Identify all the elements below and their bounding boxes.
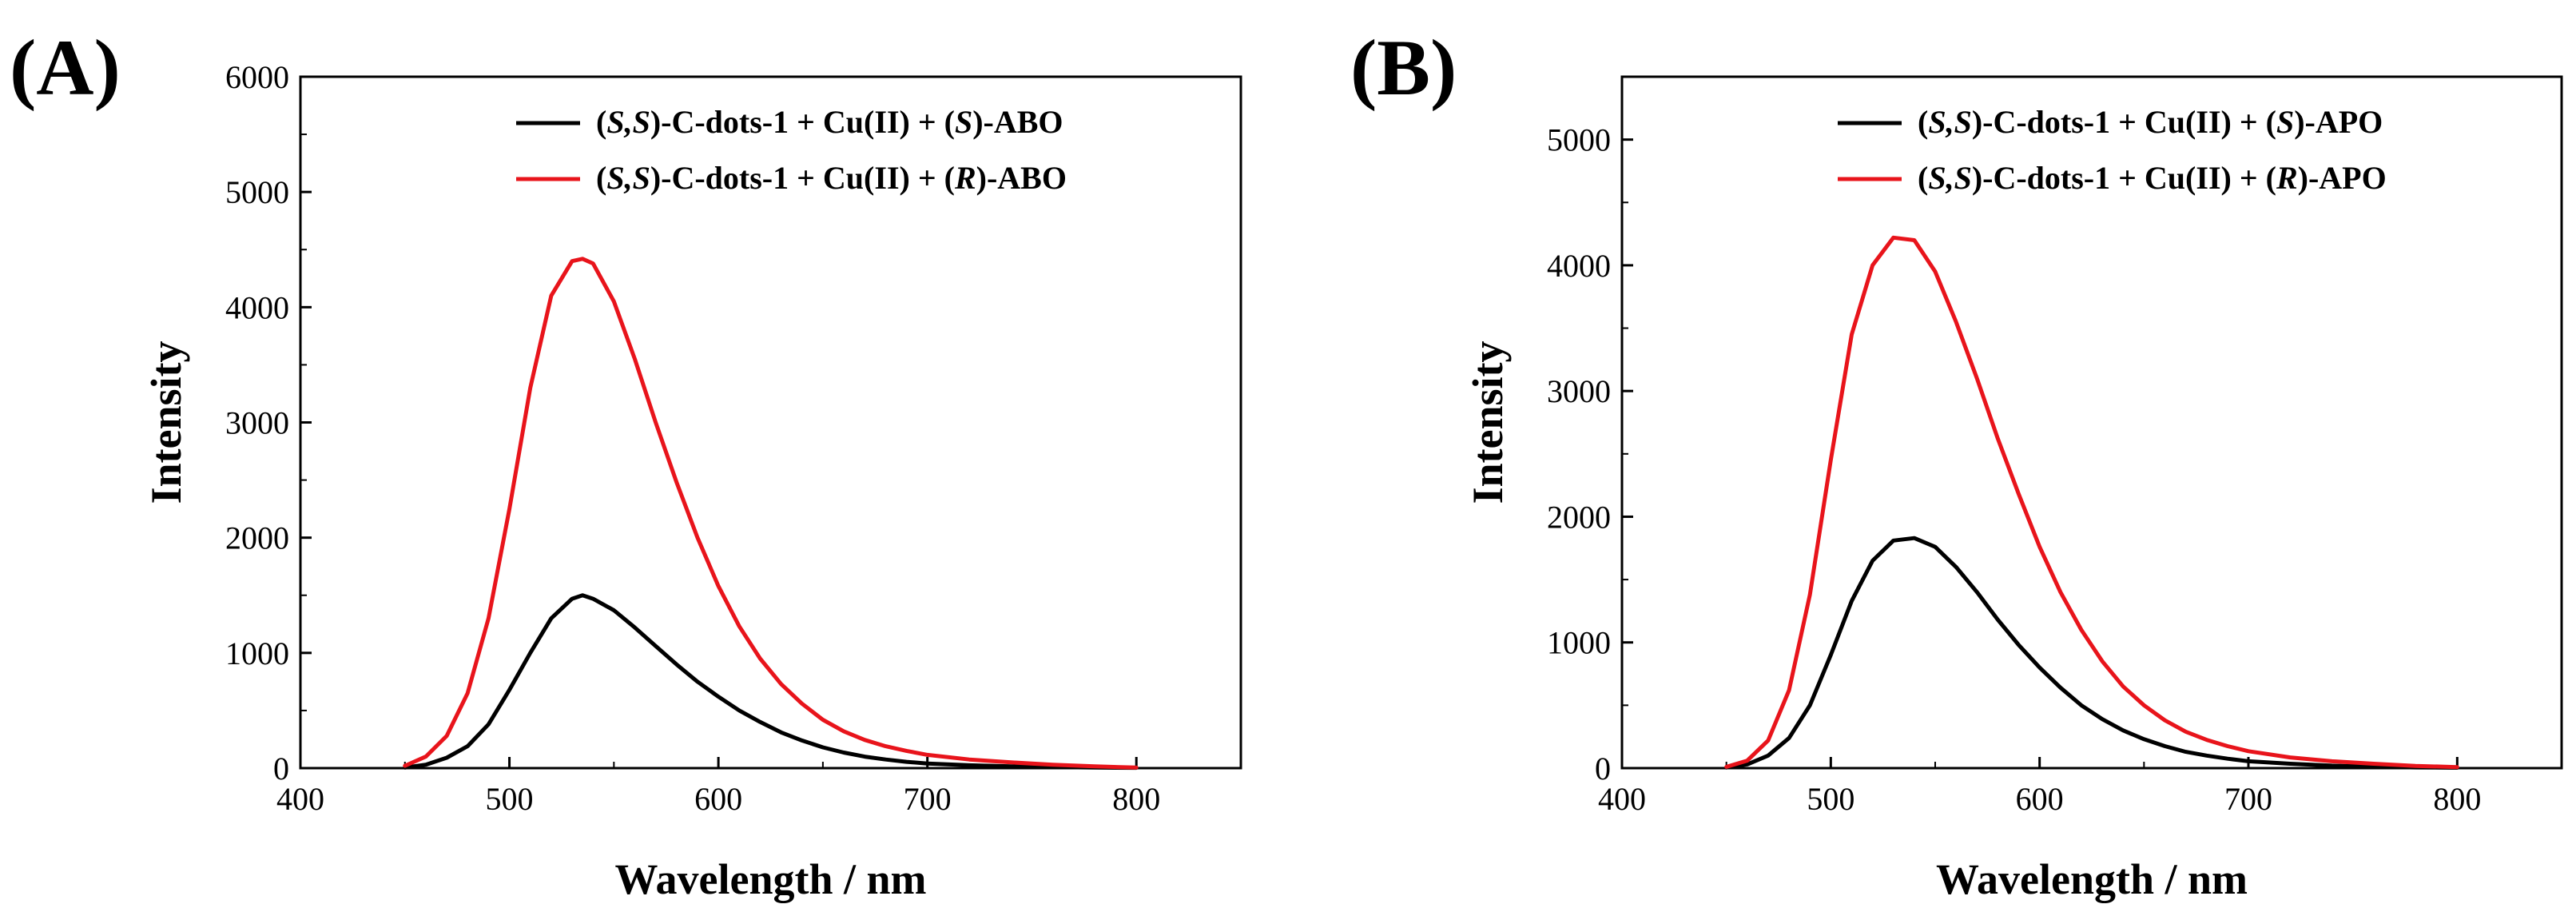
legend-text-part: )-C-dots-1 + Cu(II) + ( xyxy=(650,160,955,196)
legend-text-part: )-ABO xyxy=(976,160,1067,196)
panel-b: (B) 400 500 600 700 800 0 1000 2000 3000 4000 5000 W… xyxy=(1350,23,2563,903)
y-axis-title: Intensity xyxy=(142,341,190,504)
x-tick-label: 500 xyxy=(1807,781,1854,817)
y-tick-label: 4000 xyxy=(225,289,289,325)
x-tick-label: 800 xyxy=(1112,781,1160,817)
panel-a: (A) 400 500 600 700 800 0 1000 2000 3000 4000 5000 6… xyxy=(10,23,1242,903)
legend-text-part: S,S xyxy=(1928,160,1972,196)
y-tick-label: 1000 xyxy=(1547,625,1611,661)
y-tick-label: 5000 xyxy=(225,174,289,210)
panel-label: (A) xyxy=(10,23,121,112)
legend-text-part: )-APO xyxy=(2298,160,2387,196)
x-axis-title: Wavelength / nm xyxy=(1936,855,2248,903)
legend-text-part: )-C-dots-1 + Cu(II) + ( xyxy=(1972,160,2276,196)
legend-text-part: S xyxy=(955,104,972,140)
x-axis-title: Wavelength / nm xyxy=(614,855,926,903)
legend-text-part: )-C-dots-1 + Cu(II) + ( xyxy=(650,104,955,140)
y-tick-label: 0 xyxy=(273,751,289,787)
y-tick-label: 3000 xyxy=(225,405,289,441)
y-tick-label: 3000 xyxy=(1547,373,1611,409)
legend-text-part: S,S xyxy=(606,160,650,196)
x-tick-label: 700 xyxy=(2224,781,2272,817)
x-tick-label: 400 xyxy=(276,781,324,817)
legend-text-part: ( xyxy=(596,104,606,140)
x-tick-label: 700 xyxy=(904,781,952,817)
series-line-black xyxy=(1724,536,2459,770)
x-tick-label: 600 xyxy=(2016,781,2064,817)
plot-frame xyxy=(1620,75,2563,770)
y-tick-label: 4000 xyxy=(1547,248,1611,284)
series-line-red xyxy=(1724,235,2459,770)
legend-text-part: R xyxy=(954,160,976,196)
legend-text-part: ( xyxy=(1918,104,1928,140)
legend-entry: (S,S)-C-dots-1 + Cu(II) + (R)-APO xyxy=(1918,160,2387,196)
series-line-red xyxy=(403,257,1139,770)
x-tick-label: 600 xyxy=(694,781,742,817)
legend-text-part: ( xyxy=(1918,160,1928,196)
legend-text-part: ( xyxy=(596,160,606,196)
legend-text-part: S,S xyxy=(1928,104,1972,140)
legend-text-part: )-C-dots-1 + Cu(II) + ( xyxy=(1972,104,2276,140)
legend-text-part: R xyxy=(2276,160,2298,196)
legend-text-part: )-APO xyxy=(2294,104,2383,140)
series-line-black xyxy=(403,593,1139,771)
legend-entry: (S,S)-C-dots-1 + Cu(II) + (S)-APO xyxy=(1918,104,2383,140)
y-tick-label: 1000 xyxy=(225,635,289,671)
x-tick-label: 500 xyxy=(486,781,534,817)
y-tick-label: 5000 xyxy=(1547,122,1611,158)
x-tick-label: 800 xyxy=(2433,781,2481,817)
y-tick-label: 2000 xyxy=(1547,499,1611,535)
y-tick-label: 2000 xyxy=(225,520,289,556)
legend-text-part: S xyxy=(2276,104,2294,140)
y-tick-label: 6000 xyxy=(225,59,289,95)
legend-entry: (S,S)-C-dots-1 + Cu(II) + (R)-ABO xyxy=(596,160,1067,196)
panel-label: (B) xyxy=(1350,23,1457,112)
legend-text-part: S,S xyxy=(606,104,650,140)
y-tick-label: 0 xyxy=(1595,751,1611,787)
x-tick-label: 400 xyxy=(1598,781,1646,817)
y-axis-title: Intensity xyxy=(1464,341,1512,504)
legend-entry: (S,S)-C-dots-1 + Cu(II) + (S)-ABO xyxy=(596,104,1063,140)
legend-text-part: )-ABO xyxy=(972,104,1063,140)
